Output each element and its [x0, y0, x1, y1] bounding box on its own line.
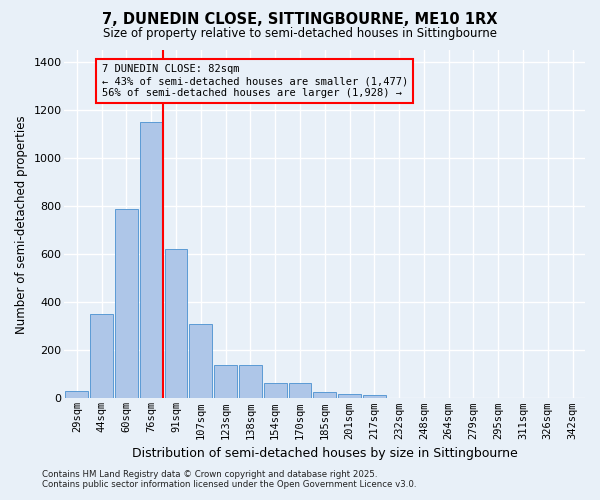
Y-axis label: Number of semi-detached properties: Number of semi-detached properties: [15, 115, 28, 334]
Bar: [90, 314, 113, 398]
Bar: [164, 250, 187, 398]
Bar: [115, 208, 138, 398]
Text: 7, DUNEDIN CLOSE, SITTINGBOURNE, ME10 1RX: 7, DUNEDIN CLOSE, SITTINGBOURNE, ME10 1R…: [102, 12, 498, 28]
Bar: [313, 392, 336, 398]
Text: Size of property relative to semi-detached houses in Sittingbourne: Size of property relative to semi-detach…: [103, 28, 497, 40]
Bar: [289, 383, 311, 398]
Bar: [140, 122, 163, 398]
Bar: [65, 391, 88, 398]
Bar: [214, 365, 237, 398]
Bar: [190, 324, 212, 398]
Bar: [338, 394, 361, 398]
Bar: [264, 383, 287, 398]
Text: Contains HM Land Registry data © Crown copyright and database right 2025.
Contai: Contains HM Land Registry data © Crown c…: [42, 470, 416, 489]
X-axis label: Distribution of semi-detached houses by size in Sittingbourne: Distribution of semi-detached houses by …: [132, 447, 518, 460]
Text: 7 DUNEDIN CLOSE: 82sqm
← 43% of semi-detached houses are smaller (1,477)
56% of : 7 DUNEDIN CLOSE: 82sqm ← 43% of semi-det…: [101, 64, 408, 98]
Bar: [363, 395, 386, 398]
Bar: [239, 365, 262, 398]
